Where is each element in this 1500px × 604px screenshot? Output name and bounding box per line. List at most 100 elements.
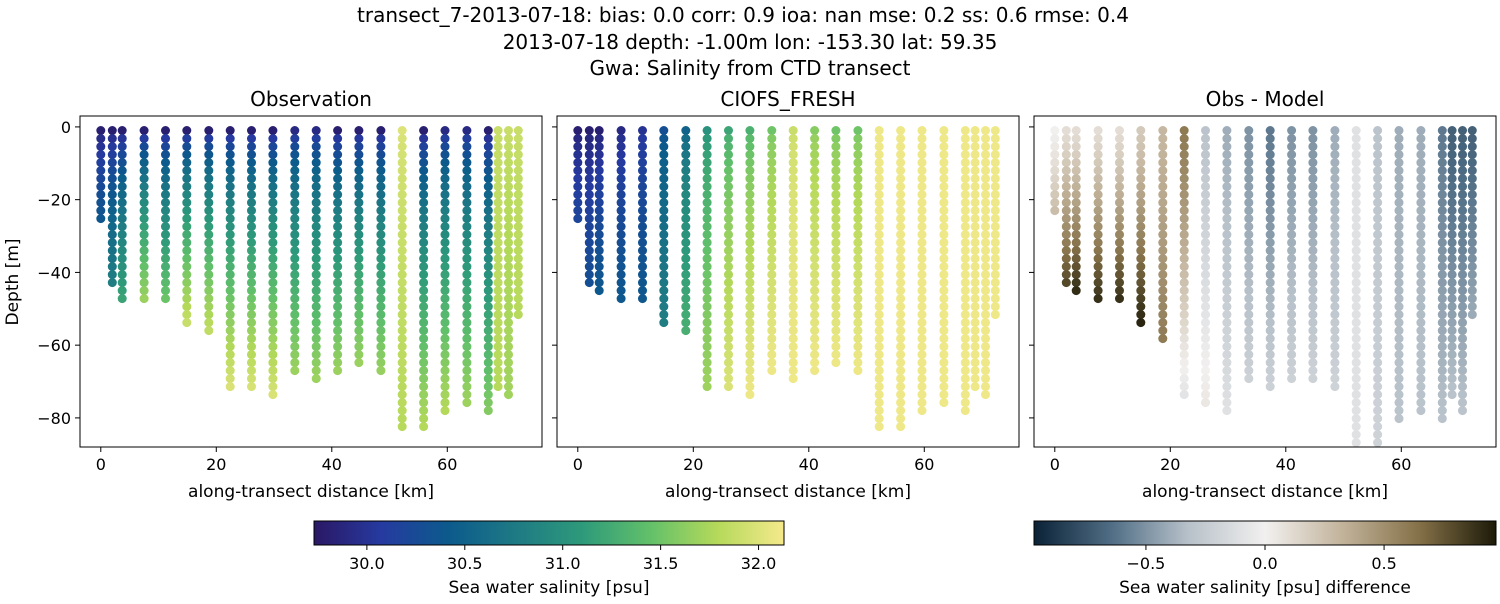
- data-point: [1373, 350, 1383, 360]
- data-point: [117, 270, 127, 280]
- data-point: [960, 382, 970, 392]
- data-point: [681, 238, 691, 248]
- data-point: [1308, 374, 1318, 384]
- data-point: [1287, 174, 1297, 184]
- data-point: [182, 214, 192, 224]
- data-point: [1061, 150, 1071, 160]
- data-point: [1093, 294, 1103, 304]
- data-point: [1447, 246, 1457, 256]
- data-point: [1179, 334, 1189, 344]
- data-point: [724, 126, 733, 135]
- station-column: [981, 126, 990, 400]
- data-point: [483, 142, 493, 152]
- data-point: [1061, 230, 1071, 240]
- data-point: [1330, 254, 1340, 264]
- data-point: [1308, 142, 1318, 152]
- data-point: [462, 126, 472, 135]
- data-point: [874, 134, 884, 144]
- data-point: [788, 134, 798, 144]
- data-point: [990, 294, 1000, 304]
- data-point: [616, 278, 626, 288]
- data-point: [1222, 206, 1232, 216]
- data-point: [1458, 222, 1467, 232]
- data-point: [107, 182, 117, 192]
- data-point: [981, 230, 990, 240]
- data-point: [182, 190, 192, 200]
- data-point: [917, 174, 927, 184]
- data-point: [681, 302, 691, 312]
- data-point: [376, 334, 386, 344]
- data-point: [724, 166, 733, 176]
- data-point: [616, 190, 626, 200]
- data-point: [1222, 150, 1232, 160]
- data-point: [1287, 334, 1297, 344]
- data-point: [107, 246, 117, 256]
- data-point: [96, 206, 106, 216]
- data-point: [788, 166, 798, 176]
- data-point: [745, 246, 755, 256]
- data-point: [810, 238, 820, 248]
- data-point: [960, 214, 970, 224]
- data-point: [268, 134, 278, 144]
- data-point: [874, 142, 884, 152]
- data-point: [311, 174, 321, 184]
- data-point: [853, 270, 863, 280]
- data-point: [504, 230, 513, 240]
- data-point: [1222, 214, 1232, 224]
- data-point: [1287, 190, 1297, 200]
- data-point: [225, 142, 235, 152]
- data-point: [161, 214, 170, 224]
- data-point: [397, 126, 407, 135]
- data-point: [960, 310, 970, 320]
- data-point: [981, 134, 990, 144]
- data-point: [1330, 334, 1340, 344]
- data-point: [1179, 126, 1189, 135]
- data-point: [493, 238, 503, 248]
- data-point: [970, 198, 980, 208]
- data-point: [745, 150, 755, 160]
- difference-colorbar: −0.5 0.0 0.5 Sea water salinity [psu] diff…: [1033, 520, 1497, 598]
- data-point: [1351, 150, 1361, 160]
- data-point: [419, 150, 429, 160]
- data-point: [1201, 230, 1210, 240]
- station-column: [1330, 126, 1340, 392]
- data-point: [139, 262, 149, 272]
- data-point: [493, 174, 503, 184]
- data-point: [1201, 214, 1210, 224]
- data-point: [225, 310, 235, 320]
- data-point: [462, 286, 472, 296]
- data-point: [333, 358, 343, 368]
- data-point: [1437, 406, 1447, 416]
- data-point: [616, 286, 626, 296]
- data-point: [1093, 262, 1103, 272]
- data-point: [970, 158, 980, 168]
- data-point: [1416, 270, 1426, 280]
- data-point: [440, 342, 450, 352]
- data-point: [462, 350, 472, 360]
- data-point: [440, 182, 450, 192]
- data-point: [493, 222, 503, 232]
- data-point: [874, 294, 884, 304]
- data-point: [831, 166, 841, 176]
- data-point: [1265, 342, 1275, 352]
- data-point: [397, 334, 407, 344]
- data-point: [810, 350, 820, 360]
- data-point: [1437, 254, 1447, 264]
- data-point: [204, 238, 214, 248]
- data-point: [225, 150, 235, 160]
- colorbar-tick-label: 32.0: [741, 554, 777, 573]
- data-point: [1136, 206, 1146, 216]
- data-point: [1136, 286, 1146, 296]
- data-point: [1394, 374, 1404, 384]
- data-point: [788, 326, 798, 336]
- data-point: [419, 422, 429, 432]
- data-point: [724, 158, 733, 168]
- data-point: [225, 374, 235, 384]
- data-point: [419, 374, 429, 384]
- data-point: [1394, 406, 1404, 416]
- data-point: [376, 358, 386, 368]
- data-point: [225, 166, 235, 176]
- data-point: [970, 150, 980, 160]
- colorbar-tick-label: −0.5: [1126, 554, 1165, 573]
- data-point: [681, 142, 691, 152]
